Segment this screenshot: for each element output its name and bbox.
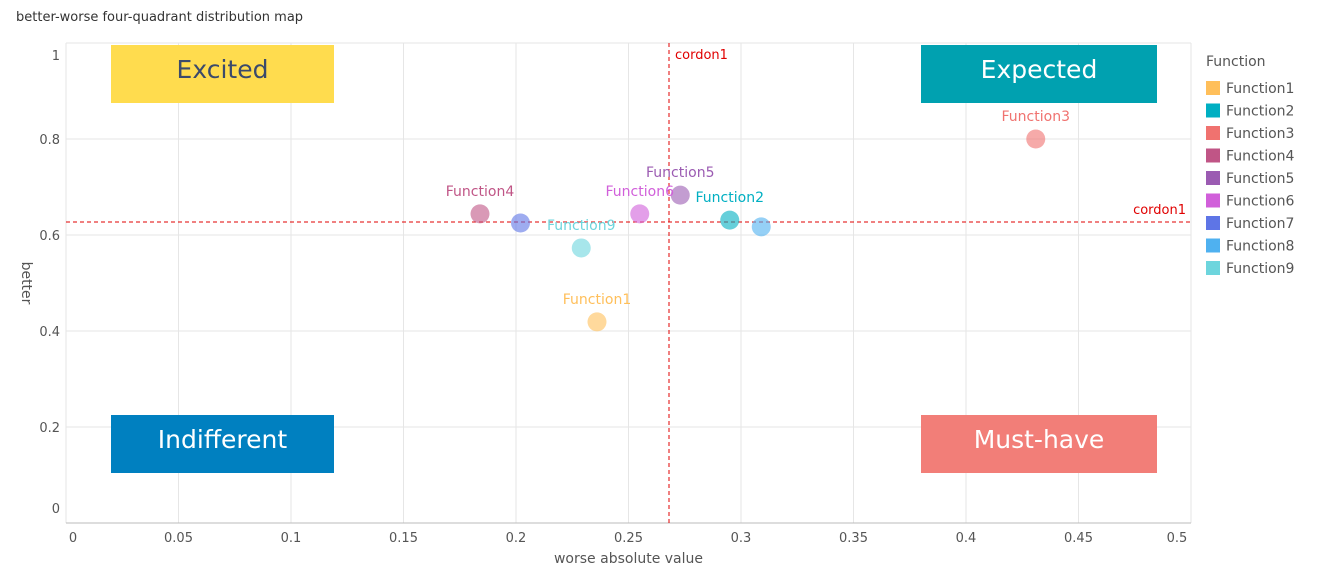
quadrant-label: Expected <box>981 55 1098 84</box>
legend-swatch[interactable] <box>1206 171 1220 185</box>
x-axis-label: worse absolute value <box>554 551 703 567</box>
y-tick-label: 0.6 <box>39 229 60 244</box>
legend-item[interactable]: Function9 <box>1226 261 1294 277</box>
legend-swatch[interactable] <box>1206 103 1220 118</box>
x-tick-label: 0.4 <box>956 531 977 546</box>
legend-item[interactable]: Function7 <box>1226 216 1294 232</box>
x-tick-label: 0.2 <box>506 531 527 546</box>
quadrant-box-expected <box>921 45 1157 103</box>
y-tick-label: 0.8 <box>39 133 60 148</box>
quadrant-label: Indifferent <box>158 425 288 454</box>
legend-item[interactable]: Function3 <box>1226 126 1294 142</box>
legend-swatch[interactable] <box>1206 148 1220 163</box>
legend-swatch[interactable] <box>1206 126 1220 140</box>
y-tick-label: 0.4 <box>39 325 60 340</box>
legend-swatch[interactable] <box>1206 238 1220 253</box>
quadrant-box-indifferent <box>111 415 334 473</box>
data-label: Function1 <box>563 292 631 308</box>
x-tick-label: 0.1 <box>281 531 302 546</box>
x-tick-label: 0.5 <box>1167 531 1188 546</box>
x-tick-label: 0 <box>69 531 77 546</box>
quadrant-label: Excited <box>177 55 269 84</box>
data-label: Function5 <box>646 165 714 181</box>
x-tick-label: 0.25 <box>614 531 643 546</box>
legend-swatch[interactable] <box>1206 81 1220 95</box>
cordon-vertical-label: cordon1 <box>675 48 728 63</box>
data-point-function4 <box>470 204 490 224</box>
data-point-function5 <box>670 185 690 205</box>
data-point-function6 <box>630 204 650 224</box>
quadrant-box-excited <box>111 45 334 103</box>
legend-swatch[interactable] <box>1206 261 1220 275</box>
y-tick-label: 1 <box>52 49 60 64</box>
data-point-function7 <box>511 213 530 233</box>
legend-item[interactable]: Function5 <box>1226 171 1294 187</box>
x-tick-label: 0.05 <box>164 531 193 546</box>
legend-swatch[interactable] <box>1206 216 1220 230</box>
data-point-function2 <box>720 210 740 230</box>
data-point-function8 <box>751 217 771 237</box>
data-label: Function9 <box>547 218 615 234</box>
y-axis-label: better <box>18 262 34 305</box>
legend-item[interactable]: Function4 <box>1226 149 1295 165</box>
data-point-function1 <box>587 312 607 332</box>
data-label: Function3 <box>1002 109 1070 125</box>
legend-item[interactable]: Function6 <box>1226 194 1295 210</box>
legend-item[interactable]: Function2 <box>1226 104 1294 120</box>
data-label: Function4 <box>446 184 515 200</box>
data-point-function3 <box>1026 129 1046 149</box>
cordon-horizontal-label: cordon1 <box>1133 203 1186 218</box>
x-tick-label: 0.15 <box>389 531 418 546</box>
quadrant-label: Must-have <box>974 425 1105 454</box>
x-tick-label: 0.45 <box>1064 531 1093 546</box>
legend-swatch[interactable] <box>1206 193 1220 208</box>
legend-item[interactable]: Function1 <box>1226 81 1294 97</box>
y-tick-label: 0 <box>52 502 60 517</box>
y-tick-label: 0.2 <box>39 421 60 436</box>
legend-title: Function <box>1206 54 1266 70</box>
data-point-function9 <box>571 238 591 258</box>
data-label: Function6 <box>606 184 675 200</box>
chart-title: better-worse four-quadrant distribution … <box>16 10 304 25</box>
x-tick-label: 0.3 <box>731 531 752 546</box>
legend-item[interactable]: Function8 <box>1226 239 1294 255</box>
quadrant-box-must-have <box>921 415 1157 473</box>
data-label: Function2 <box>696 190 764 206</box>
x-tick-label: 0.35 <box>839 531 868 546</box>
